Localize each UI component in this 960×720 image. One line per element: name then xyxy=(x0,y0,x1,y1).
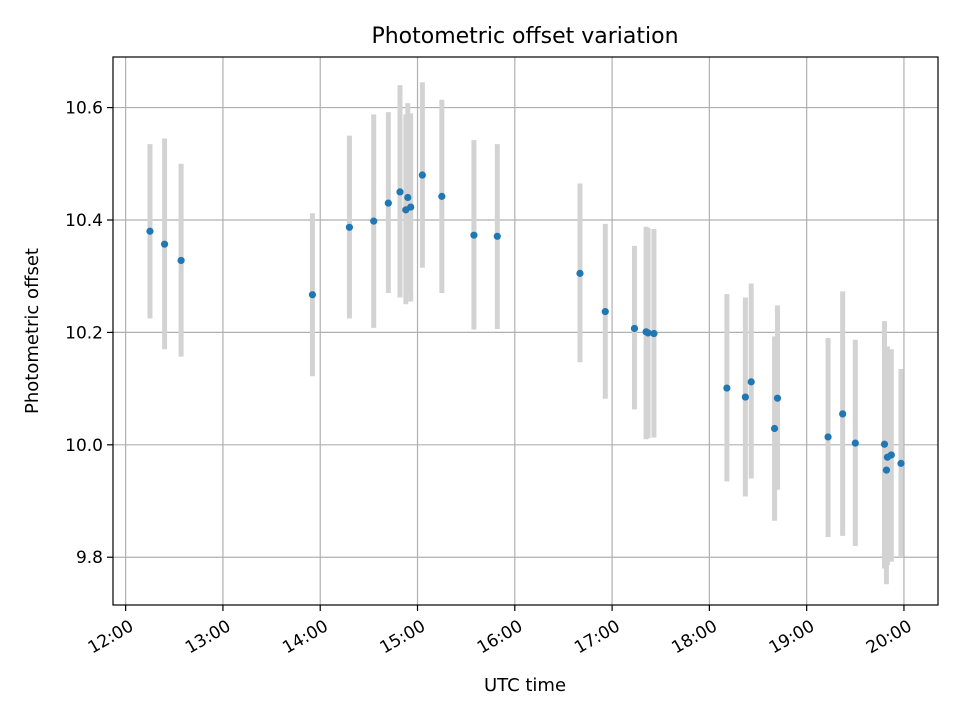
data-point xyxy=(407,203,415,211)
data-point xyxy=(418,171,426,179)
y-tick-label: 10.0 xyxy=(65,436,103,456)
y-axis-title: Photometric offset xyxy=(22,248,43,414)
y-axis-ticks: 9.8 10.0 10.2 10.4 10.6 xyxy=(65,99,113,568)
chart-title: Photometric offset variation xyxy=(371,24,678,49)
x-axis-title: UTC time xyxy=(484,675,566,696)
data-point xyxy=(773,394,782,402)
data-point xyxy=(770,424,779,433)
data-point xyxy=(160,240,169,248)
data-point xyxy=(438,192,446,200)
data-point xyxy=(146,227,154,235)
data-point xyxy=(370,217,378,225)
data-point xyxy=(576,269,584,277)
data-point xyxy=(601,308,609,316)
y-tick-label: 10.6 xyxy=(65,99,103,119)
data-point xyxy=(384,199,392,207)
data-point xyxy=(404,193,412,202)
data-point xyxy=(723,384,731,392)
data-point xyxy=(824,433,832,441)
data-point xyxy=(177,256,185,265)
data-points xyxy=(146,171,905,474)
data-point xyxy=(897,459,905,467)
data-point xyxy=(747,378,755,386)
data-point xyxy=(493,232,501,240)
data-point xyxy=(308,291,317,299)
y-tick-label: 9.8 xyxy=(76,548,103,568)
data-point xyxy=(851,439,859,447)
y-tick-label: 10.4 xyxy=(65,211,103,231)
plot-area-frame xyxy=(112,56,939,606)
data-point xyxy=(887,451,895,459)
data-point xyxy=(345,223,354,231)
data-point xyxy=(630,324,639,333)
data-point xyxy=(644,329,652,337)
data-point xyxy=(880,440,889,448)
data-point xyxy=(650,329,658,338)
grid-lines xyxy=(113,57,938,605)
data-point xyxy=(470,231,478,239)
data-point xyxy=(882,466,891,474)
data-point xyxy=(396,188,404,196)
data-point xyxy=(839,410,847,418)
data-point xyxy=(741,393,749,401)
y-tick-label: 10.2 xyxy=(65,323,103,343)
